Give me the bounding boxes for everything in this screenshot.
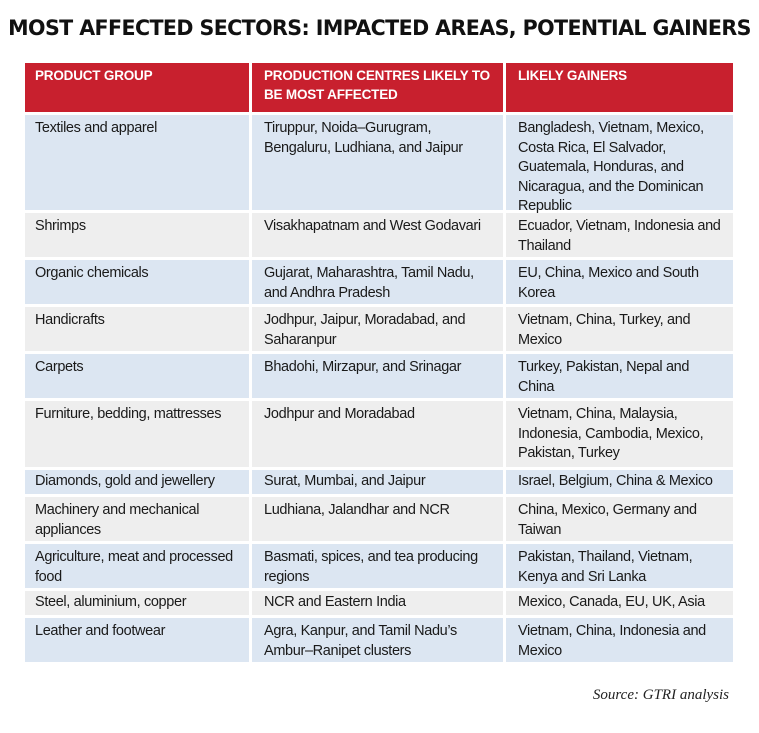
table-row: Handicrafts Jodhpur, Jaipur, Moradabad, … — [25, 307, 733, 351]
product-cell: Textiles and apparel — [25, 115, 249, 210]
gainers-cell: Turkey, Pakistan, Nepal and China — [506, 354, 733, 398]
centres-cell: Surat, Mumbai, and Jaipur — [252, 470, 503, 494]
product-cell: Handicrafts — [25, 307, 249, 351]
gainers-cell: Mexico, Canada, EU, UK, Asia — [506, 591, 733, 615]
product-cell: Shrimps — [25, 213, 249, 257]
sectors-table: PRODUCT GROUP PRODUCTION CENTRES LIKELY … — [25, 63, 733, 665]
centres-cell: Tiruppur, Noida–Gurugram, Bengaluru, Lud… — [252, 115, 503, 210]
gainers-cell: Israel, Belgium, China & Mexico — [506, 470, 733, 494]
table-row: Machinery and mechanical appliances Ludh… — [25, 497, 733, 541]
centres-cell: NCR and Eastern India — [252, 591, 503, 615]
centres-cell: Gujarat, Maharashtra, Tamil Nadu, and An… — [252, 260, 503, 304]
gainers-cell: EU, China, Mexico and South Korea — [506, 260, 733, 304]
table-row: Textiles and apparel Tiruppur, Noida–Gur… — [25, 115, 733, 214]
product-cell: Carpets — [25, 354, 249, 398]
centres-cell: Jodhpur, Jaipur, Moradabad, and Saharanp… — [252, 307, 503, 351]
centres-cell: Visakhapatnam and West Godavari — [252, 213, 503, 257]
source-note: Source: GTRI analysis — [592, 687, 729, 703]
column-header-likely-gainers: LIKELY GAINERS — [506, 63, 733, 112]
product-cell: Agriculture, meat and processed food — [25, 544, 249, 588]
gainers-cell: Bangladesh, Vietnam, Mexico, Costa Rica,… — [506, 115, 733, 214]
gainers-cell: Pakistan, Thailand, Vietnam, Kenya and S… — [506, 544, 733, 588]
table-row: Leather and footwear Agra, Kanpur, and T… — [25, 618, 733, 662]
product-cell: Diamonds, gold and jewellery — [25, 470, 249, 494]
column-header-production-centres: PRODUCTION CENTRES LIKELY TO BE MOST AFF… — [252, 63, 503, 112]
centres-cell: Agra, Kanpur, and Tamil Nadu’s Ambur–Ran… — [252, 618, 503, 662]
table-row: Carpets Bhadohi, Mirzapur, and Srinagar … — [25, 354, 733, 398]
gainers-cell: Vietnam, China, Malaysia, Indonesia, Cam… — [506, 401, 733, 467]
product-cell: Furniture, bedding, mattresses — [25, 401, 249, 467]
table-row: Diamonds, gold and jewellery Surat, Mumb… — [25, 470, 733, 494]
table-row: Shrimps Visakhapatnam and West Godavari … — [25, 213, 733, 257]
product-cell: Leather and footwear — [25, 618, 249, 662]
centres-cell: Ludhiana, Jalandhar and NCR — [252, 497, 503, 541]
gainers-cell: China, Mexico, Germany and Taiwan — [506, 497, 733, 541]
product-cell: Steel, aluminium, copper — [25, 591, 249, 615]
table-row: Steel, aluminium, copper NCR and Eastern… — [25, 591, 733, 615]
page-title: MOST AFFECTED SECTORS: IMPACTED AREAS, P… — [8, 16, 751, 40]
gainers-cell: Ecuador, Vietnam, Indonesia and Thailand — [506, 213, 733, 257]
gainers-cell: Vietnam, China, Turkey, and Mexico — [506, 307, 733, 351]
product-cell: Organic chemicals — [25, 260, 249, 304]
centres-cell: Basmati, spices, and tea producing regio… — [252, 544, 503, 588]
table-row: Furniture, bedding, mattresses Jodhpur a… — [25, 401, 733, 467]
gainers-cell: Vietnam, China, Indonesia and Mexico — [506, 618, 733, 662]
table-row: Organic chemicals Gujarat, Maharashtra, … — [25, 260, 733, 304]
column-header-product-group: PRODUCT GROUP — [25, 63, 249, 112]
centres-cell: Jodhpur and Moradabad — [252, 401, 503, 467]
table-row: Agriculture, meat and processed food Bas… — [25, 544, 733, 588]
table-header-row: PRODUCT GROUP PRODUCTION CENTRES LIKELY … — [25, 63, 733, 112]
centres-cell: Bhadohi, Mirzapur, and Srinagar — [252, 354, 503, 398]
product-cell: Machinery and mechanical appliances — [25, 497, 249, 541]
